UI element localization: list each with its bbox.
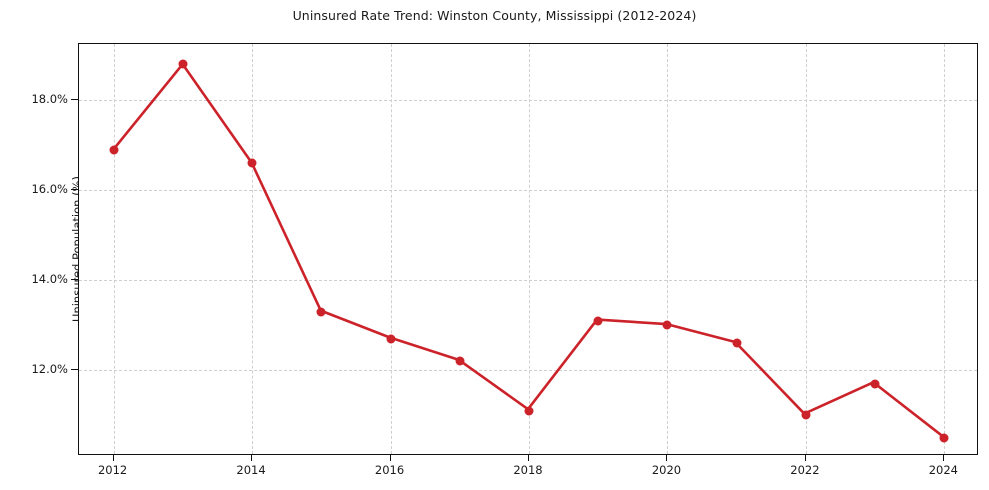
x-axis-ticks: 2012 2014 2016 2018 2020 2022 2024 (78, 455, 978, 490)
x-axis-tick-mark (943, 455, 945, 461)
gridline-vertical (944, 44, 946, 454)
x-axis-tick-mark (666, 455, 668, 461)
gridline-horizontal (79, 100, 977, 102)
x-axis-tick-label: 2022 (790, 463, 820, 477)
data-point-marker (662, 320, 672, 330)
gridline-vertical (529, 44, 530, 454)
plot-area (78, 43, 978, 455)
x-axis-tick-mark (528, 455, 529, 461)
data-point-marker (524, 406, 534, 416)
y-axis-tick-marks (0, 43, 78, 455)
chart-title: Uninsured Rate Trend: Winston County, Mi… (292, 8, 697, 23)
gridline-horizontal (79, 190, 977, 192)
x-axis-tick-label: 2014 (236, 463, 266, 477)
y-axis-tick-mark (71, 369, 78, 371)
data-point-marker (732, 338, 742, 348)
gridline-vertical (390, 44, 392, 454)
gridline-vertical (113, 44, 115, 454)
data-point-marker (870, 379, 880, 389)
x-axis-tick-label: 2016 (374, 463, 405, 477)
gridline-vertical (667, 44, 669, 454)
x-axis-tick-label: 2024 (928, 463, 959, 477)
gridlines (79, 44, 977, 454)
y-axis-tick-label: 18.0% (31, 92, 68, 107)
x-axis-tick-mark (112, 455, 114, 461)
line-series-layer (79, 44, 977, 454)
y-axis-tick-label: 12.0% (31, 362, 68, 377)
y-axis-tick-label: 14.0% (31, 272, 68, 287)
y-axis-tick-mark (71, 189, 78, 191)
x-axis-tick-mark (251, 455, 253, 461)
data-point-marker (247, 158, 257, 168)
x-axis-tick-label: 2020 (651, 463, 682, 477)
y-axis-tick-mark (71, 99, 78, 101)
data-point-marker (939, 433, 949, 443)
y-axis-tick-labels: 12.0% 14.0% 16.0% 18.0% (0, 43, 68, 455)
data-point-marker (801, 410, 811, 420)
data-point-marker (178, 59, 188, 69)
data-point-marker (386, 334, 396, 344)
gridline-vertical (805, 44, 807, 454)
data-point-marker (455, 356, 465, 366)
y-axis-tick-label: 16.0% (31, 182, 68, 197)
x-axis-tick-label: 2012 (97, 463, 128, 477)
gridline-vertical (252, 44, 254, 454)
gridline-horizontal (79, 280, 977, 282)
gridline-horizontal (79, 370, 977, 372)
uninsured-rate-line (114, 64, 943, 436)
x-axis-tick-label: 2018 (513, 463, 543, 477)
data-point-marker (593, 316, 603, 326)
data-point-marker (316, 307, 326, 317)
data-point-marker (109, 145, 119, 155)
x-axis-tick-mark (389, 455, 391, 461)
x-axis-tick-mark (804, 455, 806, 461)
y-axis-tick-mark (71, 279, 78, 281)
